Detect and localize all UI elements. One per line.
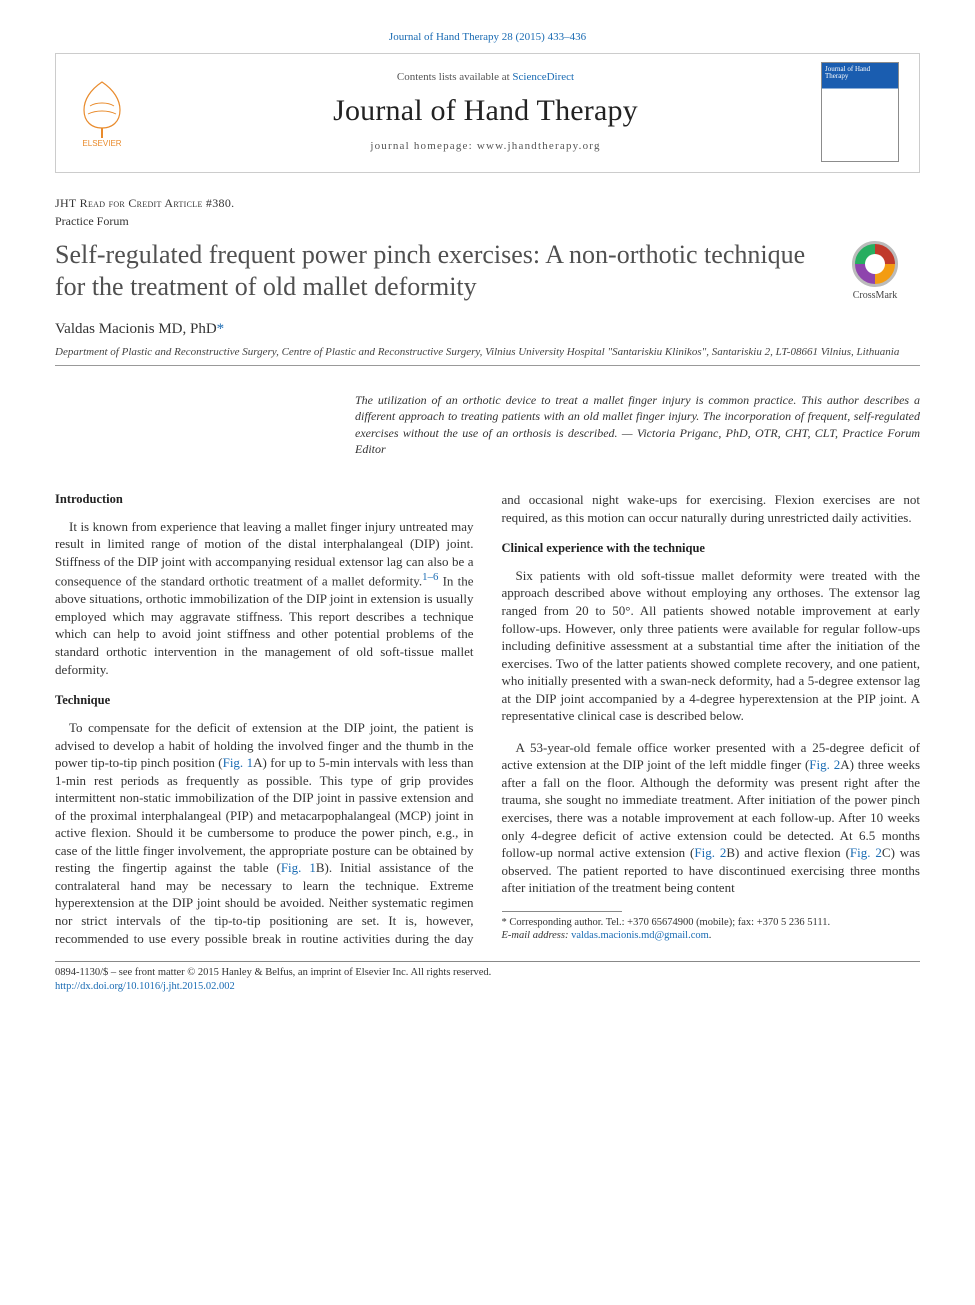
elsevier-tree-icon: ELSEVIER [70,76,134,148]
figure-ref-2c[interactable]: Fig. 2 [850,845,882,860]
publisher-logo-box: ELSEVIER [70,76,150,148]
author-email-link[interactable]: valdas.macionis.md@gmail.com [571,930,709,941]
contents-prefix: Contents lists available at [397,71,512,83]
article-credit-line: JHT Read for Credit Article #380. [55,195,920,211]
masthead-center: Contents lists available at ScienceDirec… [150,70,821,154]
figure-ref-2a[interactable]: Fig. 2 [809,757,840,772]
author-name: Valdas Macionis MD, PhD [55,321,217,337]
intro-text-a: It is known from experience that leaving… [55,519,474,589]
contents-available-line: Contents lists available at ScienceDirec… [150,70,821,85]
body-columns: Introduction It is known from experience… [55,491,920,947]
corr-text: Corresponding author. Tel.: +370 6567490… [507,917,830,928]
journal-cover-icon: Journal of Hand Therapy [821,62,899,162]
section-heading-technique: Technique [55,692,474,709]
crossmark-widget[interactable]: CrossMark [830,241,920,303]
crossmark-label: CrossMark [853,289,897,303]
article-title: Self-regulated frequent power pinch exer… [55,239,812,302]
figure-ref-1b[interactable]: Fig. 1 [281,860,316,875]
footer-rule [55,961,920,962]
author-affiliation: Department of Plastic and Reconstructive… [55,345,920,359]
email-suffix: . [709,930,712,941]
doi-link[interactable]: http://dx.doi.org/10.1016/j.jht.2015.02.… [55,981,235,992]
section-heading-introduction: Introduction [55,491,474,508]
clinical-paragraph-2: A 53-year-old female office worker prese… [502,739,921,897]
title-row: Self-regulated frequent power pinch exer… [55,239,920,318]
citation-ref-1-6[interactable]: 1–6 [422,571,438,583]
journal-homepage-line: journal homepage: www.jhandtherapy.org [150,139,821,154]
editor-note: The utilization of an orthotic device to… [355,392,920,457]
homepage-url[interactable]: www.jhandtherapy.org [477,140,601,152]
copyright-footer: 0894-1130/$ – see front matter © 2015 Ha… [55,966,920,993]
journal-name: Journal of Hand Therapy [150,91,821,132]
author-line: Valdas Macionis MD, PhD* [55,319,920,339]
corresponding-author-mark: * [217,321,225,337]
intro-paragraph: It is known from experience that leaving… [55,518,474,678]
homepage-prefix: journal homepage: [370,140,477,152]
journal-cover-thumb: Journal of Hand Therapy [821,62,905,162]
section-heading-clinical: Clinical experience with the technique [502,540,921,557]
correspondence-divider [502,911,622,912]
header-rule [55,365,920,366]
intro-text-b: In the above situations, orthotic immobi… [55,574,474,677]
figure-ref-1a[interactable]: Fig. 1 [223,755,254,770]
masthead: ELSEVIER Contents lists available at Sci… [55,53,920,173]
elsevier-wordmark: ELSEVIER [82,139,121,148]
clinical-paragraph-1: Six patients with old soft-tissue mallet… [502,567,921,725]
cover-title-text: Journal of Hand Therapy [825,66,895,81]
corresponding-author-footnote: * Corresponding author. Tel.: +370 65674… [502,916,921,943]
sciencedirect-link[interactable]: ScienceDirect [512,71,574,83]
citation-line: Journal of Hand Therapy 28 (2015) 433–43… [55,30,920,45]
crossmark-icon [852,241,898,287]
email-label: E-mail address: [502,930,569,941]
tech-text-b: A) for up to 5-min intervals with less t… [55,755,474,875]
copyright-line: 0894-1130/$ – see front matter © 2015 Ha… [55,966,920,980]
clin-text-c: B) and active flexion ( [726,845,850,860]
article-section-type: Practice Forum [55,213,920,229]
figure-ref-2b[interactable]: Fig. 2 [694,845,726,860]
